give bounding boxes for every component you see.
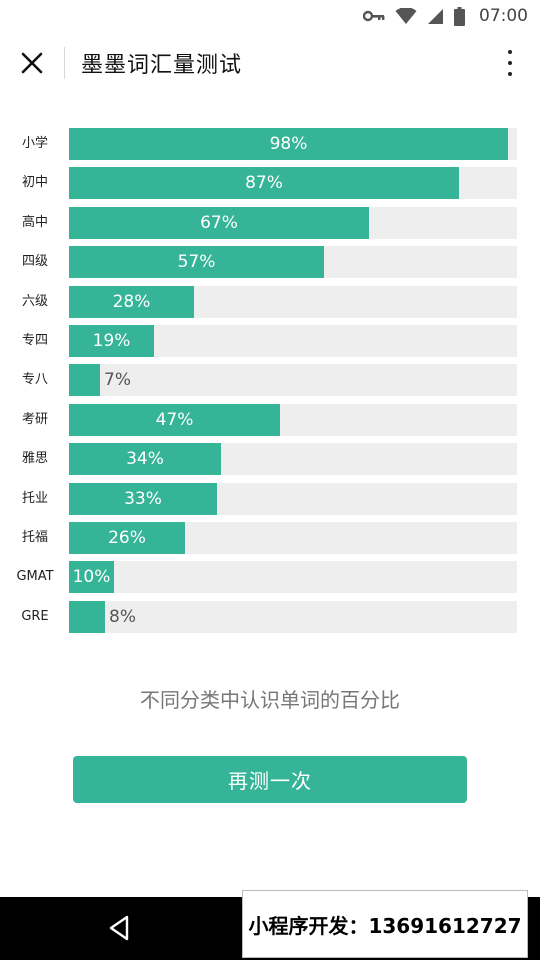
more-options-button[interactable]: [498, 46, 522, 80]
chart-row: 雅思 34%: [0, 443, 540, 476]
bar-track: 67%: [69, 206, 517, 239]
bar-track: 26%: [69, 522, 517, 554]
category-label: GRE: [21, 608, 49, 624]
bar-value-label: 7%: [104, 370, 131, 391]
chart-row: 高中 67%: [0, 206, 540, 239]
bar-fill: [69, 561, 114, 594]
bar-value-label: 8%: [109, 606, 136, 627]
bar-fill: [69, 443, 221, 476]
bar-track: 87%: [69, 167, 517, 200]
bar-fill: [69, 482, 217, 515]
bar-value-label: 87%: [245, 173, 283, 194]
chart-row: 专八 7%: [0, 364, 540, 397]
bar-track: 8%: [69, 600, 517, 633]
bar-fill: [69, 206, 369, 239]
status-time: 07:00: [479, 6, 528, 26]
bar-value-label: 28%: [112, 291, 151, 312]
bar-fill: [69, 325, 154, 357]
chart-row: 初中 87%: [0, 167, 540, 200]
bar-fill: [69, 403, 280, 436]
bar-track: 57%: [69, 246, 517, 279]
category-label: 托业: [21, 490, 48, 506]
bar-track: 19%: [69, 325, 517, 357]
bar-fill: [69, 600, 105, 633]
bar-value-label: 57%: [177, 252, 216, 273]
chart-row: GRE 8%: [0, 600, 540, 633]
bar-value-label: 34%: [126, 449, 164, 470]
more-vertical-icon-dot: [508, 72, 512, 76]
bar-fill: [69, 285, 194, 318]
retry-button[interactable]: 再测一次: [73, 756, 467, 803]
bar-track: 98%: [69, 128, 517, 160]
more-vertical-icon-dot: [508, 50, 512, 54]
chart-row: GMAT 10%: [0, 561, 540, 594]
category-label: 六级: [21, 293, 48, 309]
bar-track: 28%: [69, 285, 517, 318]
bar-track: 10%: [69, 561, 517, 594]
bar-fill: [69, 167, 459, 200]
close-icon: [21, 52, 43, 74]
more-vertical-icon-dot: [508, 61, 512, 65]
bar-fill: [69, 128, 508, 160]
key-icon: [363, 10, 385, 22]
chart-row: 托业 33%: [0, 482, 540, 515]
battery-icon: [454, 6, 465, 26]
bar-fill: [69, 364, 100, 397]
chart-row: 四级 57%: [0, 246, 540, 279]
category-label: 小学: [21, 136, 48, 151]
back-triangle-icon: [109, 915, 129, 941]
bar-value-label: 33%: [124, 488, 162, 509]
chart-row: 小学 98%: [0, 128, 540, 160]
title-bar: 墨墨词汇量测试: [0, 32, 540, 94]
category-label: 考研: [21, 411, 48, 427]
close-button[interactable]: [0, 32, 64, 94]
category-label: 托福: [21, 530, 48, 545]
nav-back-button[interactable]: [104, 913, 134, 943]
chart-row: 托福 26%: [0, 522, 540, 554]
bar-track: 47%: [69, 403, 517, 436]
category-label: 四级: [21, 254, 48, 270]
bar-value-label: 10%: [72, 567, 111, 588]
category-label: GMAT: [16, 569, 54, 585]
bar-fill: [69, 522, 185, 554]
category-label: 高中: [21, 214, 48, 230]
category-label: 初中: [21, 175, 48, 191]
bar-value-label: 98%: [269, 134, 308, 154]
bar-value-label: 47%: [155, 409, 194, 430]
chart-row: 考研 47%: [0, 403, 540, 436]
bar-track: 33%: [69, 482, 517, 515]
bar-value-label: 26%: [108, 528, 146, 548]
status-bar: 07:00: [0, 0, 540, 32]
bar-track: 7%: [69, 364, 517, 397]
chart-row: 专四 19%: [0, 325, 540, 357]
bar-value-label: 19%: [92, 331, 131, 351]
title-divider: [64, 47, 65, 79]
signal-icon: [427, 8, 444, 25]
bar-fill: [69, 246, 324, 279]
bar-value-label: 67%: [200, 212, 238, 233]
category-label: 专四: [21, 333, 48, 348]
category-label: 专八: [21, 372, 48, 388]
chart-caption: 不同分类中认识单词的百分比: [140, 688, 400, 712]
bar-track: 34%: [69, 443, 517, 476]
chart-row: 六级 28%: [0, 285, 540, 318]
watermark-overlay: 小程序开发：13691612727: [242, 890, 528, 958]
category-label: 雅思: [21, 451, 48, 467]
wifi-icon: [395, 7, 417, 25]
page-title: 墨墨词汇量测试: [81, 53, 243, 78]
